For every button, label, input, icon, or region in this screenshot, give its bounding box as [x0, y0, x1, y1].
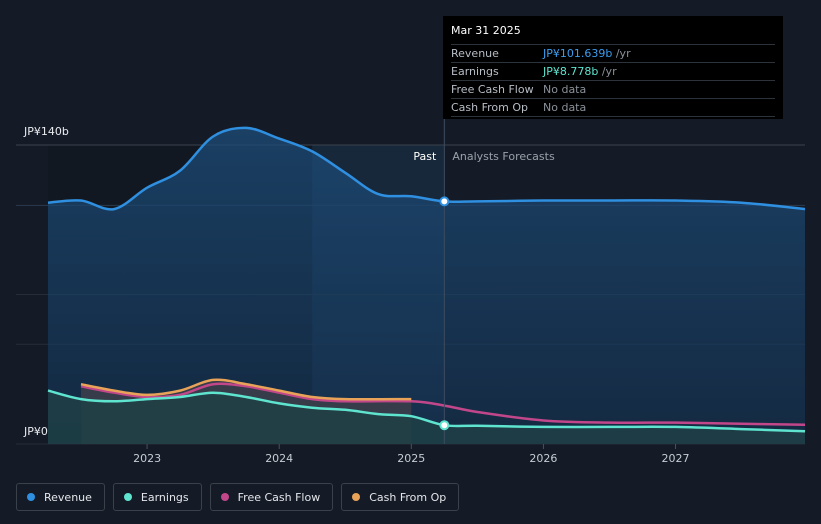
tooltip-date: Mar 31 2025: [451, 24, 521, 37]
tooltip-row-earnings: Earnings JP¥8.778b /yr: [451, 62, 775, 80]
revenue-marker: [439, 196, 450, 207]
y-tick-label-zero: JP¥0: [24, 425, 48, 438]
earnings-marker: [439, 420, 450, 431]
x-tick-label: 2024: [265, 452, 293, 465]
legend: Revenue Earnings Free Cash Flow Cash Fro…: [16, 483, 460, 511]
free-cash-flow-line: [80, 382, 806, 427]
earnings-dot-icon: [123, 493, 132, 501]
legend-item-free-cash-flow[interactable]: Free Cash Flow: [209, 483, 334, 511]
legend-item-earnings[interactable]: Earnings: [112, 483, 202, 511]
tooltip-value: JP¥101.639b: [543, 47, 613, 60]
x-tick-label: 2025: [397, 452, 425, 465]
x-tick-label: 2027: [662, 452, 690, 465]
tooltip-label: Free Cash Flow: [451, 83, 534, 96]
revenue-line: [47, 126, 806, 211]
tooltip-value: No data: [543, 101, 587, 114]
revenue-dot-icon: [27, 493, 35, 501]
y-tick-label-top: JP¥140b: [24, 125, 69, 138]
cash-from-op-line: [80, 378, 412, 401]
legend-label: Revenue: [44, 490, 92, 504]
earnings-area: [48, 390, 805, 444]
tooltip-label: Cash From Op: [451, 101, 529, 114]
past-label: Past: [413, 150, 437, 163]
x-tick-label: 2023: [133, 452, 161, 465]
tooltip-value: No data: [543, 83, 587, 96]
forecast-label: Analysts Forecasts: [452, 150, 555, 163]
free-cash-flow-dot-icon: [220, 493, 229, 501]
tooltip-label: Revenue: [451, 47, 499, 60]
tooltip: Mar 31 2025 Revenue JP¥101.639b /yr Earn…: [443, 16, 783, 119]
legend-label: Cash From Op: [369, 490, 447, 504]
legend-label: Earnings: [140, 490, 189, 504]
cash-from-op-dot-icon: [352, 493, 361, 501]
tooltip-row-fcf: Free Cash Flow No data: [451, 80, 775, 98]
tooltip-row-revenue: Revenue JP¥101.639b /yr: [451, 44, 775, 62]
legend-item-cash-from-op[interactable]: Cash From Op: [341, 483, 460, 511]
earnings-line: [47, 389, 806, 433]
tooltip-suffix: /yr: [598, 65, 617, 78]
legend-label: Free Cash Flow: [237, 490, 321, 504]
tooltip-value: JP¥8.778b: [543, 65, 599, 78]
tooltip-row-cfo: Cash From Op No data: [451, 98, 775, 117]
tooltip-suffix: /yr: [612, 47, 631, 60]
legend-item-revenue[interactable]: Revenue: [16, 483, 105, 511]
tooltip-label: Earnings: [451, 65, 499, 78]
x-tick-label: 2026: [529, 452, 557, 465]
revenue-area: [48, 127, 805, 444]
